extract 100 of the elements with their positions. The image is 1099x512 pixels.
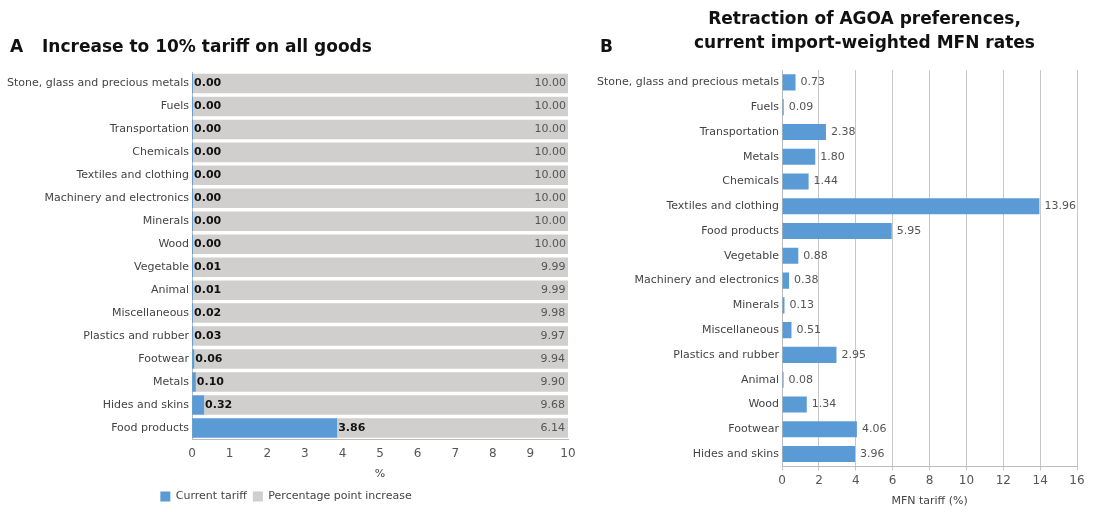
y-tick-label: Vegetable xyxy=(724,248,780,262)
data-label: 6.14 xyxy=(540,420,565,434)
data-label: 0.08 xyxy=(788,372,814,386)
data-label: 10.00 xyxy=(534,76,566,90)
bar xyxy=(782,445,856,463)
bar xyxy=(782,247,799,264)
y-tick-label: Hides and skins xyxy=(102,397,190,411)
bar xyxy=(193,326,568,346)
x-tick-label: 0 xyxy=(188,445,196,460)
bar xyxy=(193,96,568,117)
y-tick-label: Chemicals xyxy=(722,174,780,188)
data-label: 9.68 xyxy=(540,397,565,411)
data-label: 0.73 xyxy=(800,75,826,89)
y-tick-label: Wood xyxy=(748,397,780,411)
text: A xyxy=(10,36,24,57)
y-tick-label: Plastics and rubber xyxy=(83,328,190,342)
data-label: 9.94 xyxy=(540,351,565,365)
data-label: 0.01 xyxy=(194,260,222,274)
data-label: 10.00 xyxy=(534,168,566,182)
y-tick-label: Vegetable xyxy=(134,260,190,274)
data-label: 0.02 xyxy=(194,305,222,319)
x-tick-label: 8 xyxy=(925,472,934,487)
data-label: 0.00 xyxy=(194,191,222,205)
bar xyxy=(782,272,790,289)
data-label: 9.98 xyxy=(540,305,566,319)
y-tick-label: Textiles and clothing xyxy=(665,199,780,213)
bar xyxy=(204,395,568,415)
data-label: 5.95 xyxy=(896,223,922,237)
bar xyxy=(193,188,568,209)
y-tick-label: Textiles and clothing xyxy=(75,168,190,182)
y-tick-label: Miscellaneous xyxy=(111,305,190,319)
data-label: 0.88 xyxy=(803,248,828,262)
data-label: 0.00 xyxy=(194,145,222,159)
chart-title: Increase to 10% tariff on all goods xyxy=(42,36,372,57)
bar xyxy=(193,303,568,323)
bar xyxy=(782,322,792,339)
x-tick-label: 4 xyxy=(338,445,347,460)
y-tick-label: Chemicals xyxy=(132,145,190,159)
data-label: 0.10 xyxy=(196,374,225,388)
bar xyxy=(782,198,1040,215)
data-label: 9.99 xyxy=(541,283,566,296)
data-label: 0.00 xyxy=(194,168,222,182)
x-tick-label: 3 xyxy=(301,445,309,460)
y-tick-label: Hides and skins xyxy=(692,446,780,460)
x-axis-title: % xyxy=(374,467,386,481)
y-tick-label: Footwear xyxy=(728,422,780,436)
y-tick-label: Stone, glass and precious metals xyxy=(7,76,190,90)
data-label: 4.06 xyxy=(861,422,887,436)
bar xyxy=(782,222,892,240)
y-tick-label: Transportation xyxy=(108,122,190,136)
x-tick-label: 10 xyxy=(958,472,975,487)
data-label: 3.96 xyxy=(860,446,885,460)
x-tick-label: 14 xyxy=(1032,472,1048,487)
y-tick-label: Animal xyxy=(741,372,780,386)
x-tick-label: 5 xyxy=(376,445,384,460)
bar xyxy=(193,142,568,163)
bar xyxy=(782,346,837,363)
y-tick-label: Plastics and rubber xyxy=(673,347,780,361)
data-label: 0.03 xyxy=(194,328,222,342)
bar xyxy=(195,372,568,392)
x-tick-label: 6 xyxy=(413,445,422,460)
bar xyxy=(194,349,568,369)
data-label: 1.80 xyxy=(820,149,845,163)
bar xyxy=(782,396,807,413)
bar xyxy=(782,123,826,140)
x-tick-label: 6 xyxy=(888,472,897,487)
x-tick-label: 10 xyxy=(560,445,576,460)
x-tick-label: 8 xyxy=(488,445,497,460)
data-label: 0.00 xyxy=(194,122,222,136)
data-label: 0.38 xyxy=(794,273,819,287)
y-tick-label: Machinery and electronics xyxy=(634,273,780,287)
data-label: 10.00 xyxy=(534,145,566,159)
x-tick-label: 12 xyxy=(995,472,1011,487)
y-tick-label: Metals xyxy=(152,374,190,388)
y-tick-label: Wood xyxy=(158,237,190,251)
bar xyxy=(193,257,568,277)
bar xyxy=(193,119,568,140)
bar xyxy=(337,418,568,438)
legend-label: Current tariff xyxy=(175,489,248,503)
bar xyxy=(192,395,205,415)
y-tick-label: Animal xyxy=(151,283,190,296)
data-label: 10.00 xyxy=(534,122,566,136)
bar xyxy=(193,165,568,186)
data-label: 0.51 xyxy=(796,323,821,336)
data-label: 0.01 xyxy=(194,283,222,296)
data-label: 3.86 xyxy=(338,420,366,434)
bar xyxy=(782,74,796,91)
data-label: 0.06 xyxy=(195,351,223,365)
chart-title: Retraction of AGOA preferences, current import-weighted MFN rates xyxy=(694,8,1035,53)
data-label: 0.00 xyxy=(194,214,222,228)
data-label: 13.96 xyxy=(1044,199,1076,213)
bar xyxy=(782,148,816,165)
bar xyxy=(192,418,338,438)
y-tick-label: Transportation xyxy=(698,124,780,138)
x-tick-label: 0 xyxy=(778,472,786,487)
bar xyxy=(193,280,568,300)
y-tick-label: Stone, glass and precious metals xyxy=(597,75,780,89)
x-tick-label: 16 xyxy=(1069,472,1085,487)
data-label: 0.32 xyxy=(205,397,233,411)
x-axis-title: MFN tariff (%) xyxy=(891,494,968,508)
